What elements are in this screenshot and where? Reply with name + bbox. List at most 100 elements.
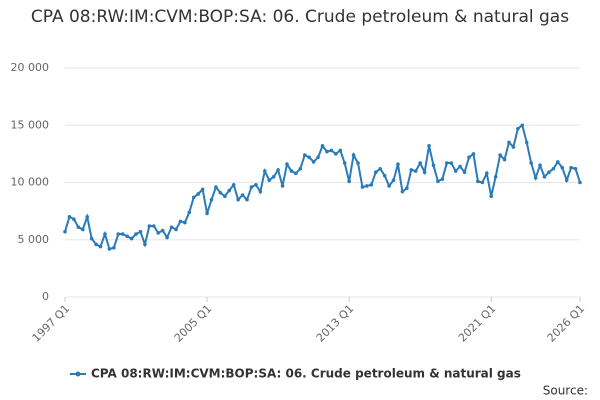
data-point [551, 166, 556, 171]
data-point [431, 163, 436, 168]
data-point [267, 178, 272, 183]
data-point [76, 225, 81, 229]
data-point [249, 185, 254, 189]
chart-title: CPA 08:RW:IM:CVM:BOP:SA: 06. Crude petro… [30, 7, 570, 27]
data-point [511, 145, 516, 149]
data-point [120, 232, 125, 236]
data-point [134, 232, 138, 236]
y-tick-label: 0 [42, 290, 49, 303]
data-point [409, 168, 414, 172]
data-point [258, 189, 263, 194]
data-point [422, 170, 427, 174]
data-point [378, 166, 383, 171]
data-point [289, 169, 294, 173]
data-point [276, 168, 280, 172]
data-point [369, 182, 374, 187]
data-point [342, 161, 347, 165]
y-tick-label: 10 000 [11, 176, 50, 189]
x-tick-label: 2021 Q1 [456, 302, 499, 345]
data-point [205, 211, 209, 216]
x-tick-label: 2026 Q1 [545, 302, 588, 345]
legend-label: CPA 08:RW:IM:CVM:BOP:SA: 06. Crude petro… [91, 367, 521, 381]
data-point [405, 186, 409, 191]
data-point [311, 160, 316, 164]
data-point [67, 215, 72, 219]
data-point [440, 177, 445, 181]
data-point [413, 169, 418, 173]
data-point [174, 227, 178, 232]
data-point [498, 153, 502, 157]
data-point [112, 245, 116, 250]
data-point [418, 161, 422, 165]
data-point [183, 220, 187, 225]
data-point [529, 161, 533, 165]
data-point [178, 219, 183, 224]
data-point [227, 188, 232, 193]
data-point [165, 235, 169, 240]
data-point [302, 153, 307, 157]
data-point [480, 180, 485, 185]
data-point [169, 225, 174, 229]
data-point [391, 178, 396, 183]
legend-marker [75, 371, 81, 377]
data-point [365, 184, 369, 188]
data-point [156, 231, 161, 235]
y-tick-label: 5 000 [18, 233, 50, 246]
data-point [329, 148, 334, 153]
data-point [107, 247, 112, 251]
series-line [64, 123, 581, 251]
data-point [347, 179, 351, 184]
source: Source: [543, 384, 588, 398]
data-point [320, 144, 325, 148]
data-point [138, 229, 143, 234]
data-point [542, 174, 547, 179]
data-point [560, 165, 565, 170]
data-point [520, 123, 525, 128]
data-point [538, 163, 542, 168]
data-point [63, 229, 67, 234]
x-tick-label: 2005 Q1 [172, 302, 215, 345]
data-point [160, 228, 165, 233]
data-point [223, 194, 227, 199]
data-point [427, 144, 431, 148]
data-point [573, 166, 578, 171]
data-point [200, 187, 205, 192]
data-point [453, 169, 458, 173]
data-point [280, 184, 285, 188]
data-point [462, 170, 467, 174]
x-tick-label: 2013 Q1 [314, 302, 357, 345]
data-point [493, 174, 498, 179]
data-point [467, 155, 471, 160]
data-point [569, 165, 573, 170]
data-point [125, 234, 129, 239]
data-point [209, 197, 214, 202]
data-point [298, 166, 303, 171]
data-point [245, 197, 249, 202]
data-point [285, 162, 289, 166]
data-point [196, 192, 200, 196]
data-point [271, 174, 276, 179]
data-point [458, 164, 462, 169]
data-point [294, 171, 298, 176]
data-point [98, 244, 103, 249]
data-point [218, 191, 223, 195]
y-tick-label: 15 000 [11, 118, 50, 131]
data-point [80, 227, 85, 232]
data-point [471, 152, 476, 156]
data-point [356, 161, 360, 165]
data-point [129, 236, 134, 241]
data-point [489, 194, 494, 199]
data-point [533, 176, 538, 180]
data-point [147, 224, 152, 228]
data-point [387, 184, 391, 188]
x-tick-label: 1997 Q1 [30, 302, 73, 345]
data-point [396, 162, 400, 166]
data-point [334, 152, 338, 156]
data-point [151, 224, 156, 228]
data-point [449, 161, 454, 165]
data-point [502, 157, 507, 162]
data-point [316, 155, 320, 160]
data-point [116, 232, 121, 236]
